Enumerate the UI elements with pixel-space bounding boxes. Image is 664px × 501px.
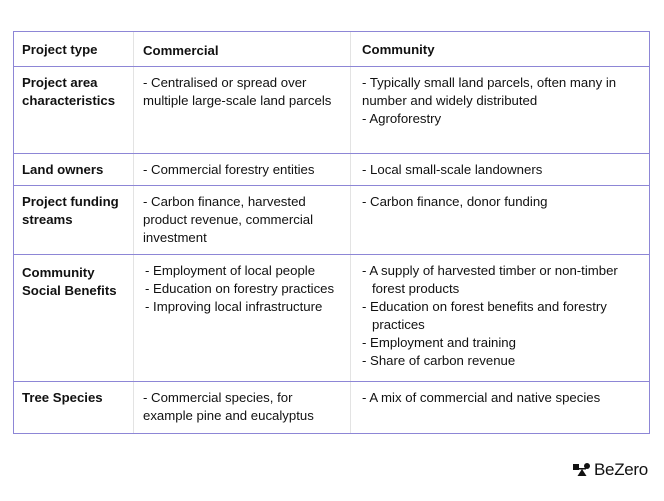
cell-line: - Employment of local people [145, 263, 316, 278]
cell-line: - A mix of commercial and native species [362, 390, 601, 405]
bezero-wordmark: BeZero [594, 460, 648, 479]
row-label-line: Project area [22, 75, 98, 90]
table-row: Project area characteristics - Centralis… [14, 66, 649, 153]
cell-line: product revenue, commercial [143, 212, 314, 227]
community-cell: - A supply of harvested timber or non-ti… [351, 255, 649, 381]
row-label: Tree Species [14, 382, 134, 433]
commercial-cell: - Carbon finance, harvested product reve… [134, 186, 351, 254]
cell-line: - Centralised or spread over [143, 75, 307, 90]
row-label: Land owners [14, 154, 134, 185]
row-label-line: streams [22, 212, 73, 227]
cell-line: investment [143, 230, 207, 245]
cell-line: example pine and eucalyptus [143, 408, 314, 423]
commercial-cell: - Centralised or spread over multiple la… [134, 67, 351, 153]
cell-line: - Agroforestry [362, 111, 442, 126]
table-row: Land owners - Commercial forestry entiti… [14, 153, 649, 185]
row-label: Project funding streams [14, 186, 134, 254]
row-label-line: characteristics [22, 93, 116, 108]
header-community: Community [362, 42, 435, 57]
cell-line: - Carbon finance, harvested [143, 194, 306, 209]
cell-line: - A supply of harvested timber or non-ti… [362, 263, 618, 296]
bezero-logo: BeZero [573, 460, 648, 480]
cell-line: - Share of carbon revenue [362, 353, 516, 368]
commercial-cell: - Employment of local people - Education… [134, 255, 351, 381]
table-row: Community Social Benefits - Employment o… [14, 254, 649, 381]
community-cell: - Typically small land parcels, often ma… [351, 67, 649, 153]
bezero-shapes-icon [573, 463, 590, 476]
row-label-line: Community [22, 265, 95, 280]
cell-line: - Commercial species, for [143, 390, 293, 405]
cell-line: - Improving local infrastructure [145, 299, 323, 314]
row-label: Community Social Benefits [14, 255, 134, 381]
community-cell: - Carbon finance, donor funding [351, 186, 649, 254]
commercial-cell: - Commercial forestry entities [134, 154, 351, 185]
cell-line: - Commercial forestry entities [143, 162, 315, 177]
community-cell: - A mix of commercial and native species [351, 382, 649, 433]
row-label: Project area characteristics [14, 67, 134, 153]
table-row: Project funding streams - Carbon finance… [14, 185, 649, 254]
cell-line: - Employment and training [362, 335, 516, 350]
commercial-cell: - Commercial species, for example pine a… [134, 382, 351, 433]
cell-line: - Education on forest benefits and fores… [362, 299, 607, 332]
cell-line: - Carbon finance, donor funding [362, 194, 548, 209]
cell-line: multiple large-scale land parcels [143, 93, 332, 108]
cell-line: - Typically small land parcels, often ma… [362, 75, 617, 90]
community-cell: - Local small-scale landowners [351, 154, 649, 185]
row-label-line: Project funding [22, 194, 119, 209]
cell-line: number and widely distributed [362, 93, 538, 108]
table-row: Tree Species - Commercial species, for e… [14, 381, 649, 433]
row-label-line: Social Benefits [22, 283, 117, 298]
header-commercial: Commercial [134, 32, 351, 66]
table-header-row: Project type Commercial Community [14, 32, 649, 66]
comparison-table: Project type Commercial Community Projec… [13, 31, 650, 434]
cell-line: - Education on forestry practices [145, 281, 335, 296]
cell-line: - Local small-scale landowners [362, 162, 543, 177]
header-project-type: Project type [14, 32, 134, 66]
